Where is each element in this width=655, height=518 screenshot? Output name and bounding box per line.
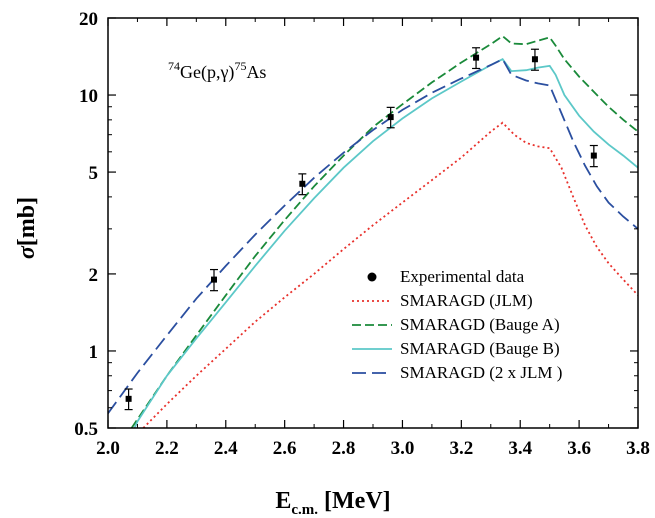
legend-label: SMARAGD (Bauge B) — [400, 339, 560, 358]
x-tick-label: 3.8 — [626, 438, 650, 459]
y-axis-label-symbol: σ — [14, 245, 40, 259]
y-tick-label: 2 — [89, 265, 99, 286]
annotation-prefix-sup: 74 — [168, 59, 180, 73]
experimental-point-3 — [298, 173, 307, 196]
x-tick-label: 2.8 — [332, 438, 356, 459]
axis-ticks: 2.0 2.2 2.4 2.6 2.8 3.0 3.2 3.4 3.6 3.8 0.5 1 2 5 10 20 — [74, 9, 650, 459]
annotation-main: Ge(p,γ) — [180, 62, 234, 83]
y-axis-label-unit: [mb] — [14, 197, 40, 246]
x-tick-label: 3.0 — [391, 438, 415, 459]
legend-item-series-4: SMARAGD (2 x JLM ) — [352, 363, 562, 382]
y-tick-label: 5 — [89, 163, 99, 184]
x-tick-label: 2.2 — [155, 438, 179, 459]
legend-item-series-3: SMARAGD (Bauge B) — [352, 339, 560, 358]
x-tick-label: 3.2 — [449, 438, 473, 459]
reaction-annotation: 74Ge(p,γ)75As — [168, 59, 266, 83]
annotation-suffix: As — [246, 62, 266, 82]
legend: Experimental data SMARAGD (JLM) SMARAGD (B… — [352, 267, 562, 382]
x-tick-label: 2.0 — [96, 438, 120, 459]
legend-label: SMARAGD (JLM) — [400, 291, 533, 310]
annotation-suffix-sup: 75 — [234, 59, 246, 73]
y-tick-label: 20 — [79, 9, 98, 30]
x-tick-label: 3.4 — [508, 438, 532, 459]
legend-marker-dot — [367, 272, 377, 282]
x-axis-label-sub: c.m. — [291, 502, 318, 518]
x-axis-label-main: E — [275, 488, 291, 514]
x-tick-label: 3.6 — [567, 438, 591, 459]
series-line-3 — [133, 58, 638, 428]
experimental-data-layer — [124, 47, 598, 411]
legend-item-series-1: SMARAGD (JLM) — [352, 291, 533, 310]
series-line-4 — [108, 58, 638, 414]
legend-label: SMARAGD (Bauge A) — [400, 315, 560, 334]
experimental-point-1 — [124, 388, 133, 411]
experimental-point-5 — [472, 47, 481, 70]
y-tick-label: 10 — [79, 86, 98, 107]
legend-item-series-2: SMARAGD (Bauge A) — [352, 315, 560, 334]
legend-item-experimental: Experimental data — [367, 267, 525, 286]
series-line-1 — [142, 121, 638, 428]
experimental-point-6 — [530, 48, 539, 71]
experimental-point-7 — [589, 144, 598, 168]
y-tick-label: 1 — [89, 342, 99, 363]
experimental-point-2 — [210, 268, 218, 292]
legend-label: SMARAGD (2 x JLM ) — [400, 363, 562, 382]
y-axis-label: σ[mb] — [14, 197, 40, 259]
x-axis-label-unit: [MeV] — [324, 488, 391, 514]
x-axis-label: Ec.m. [MeV] — [275, 488, 390, 518]
x-tick-label: 2.4 — [214, 438, 238, 459]
x-tick-label: 2.6 — [273, 438, 297, 459]
y-tick-label: 0.5 — [74, 419, 98, 440]
legend-label-experimental: Experimental data — [400, 267, 525, 286]
experimental-point-4 — [386, 106, 395, 129]
